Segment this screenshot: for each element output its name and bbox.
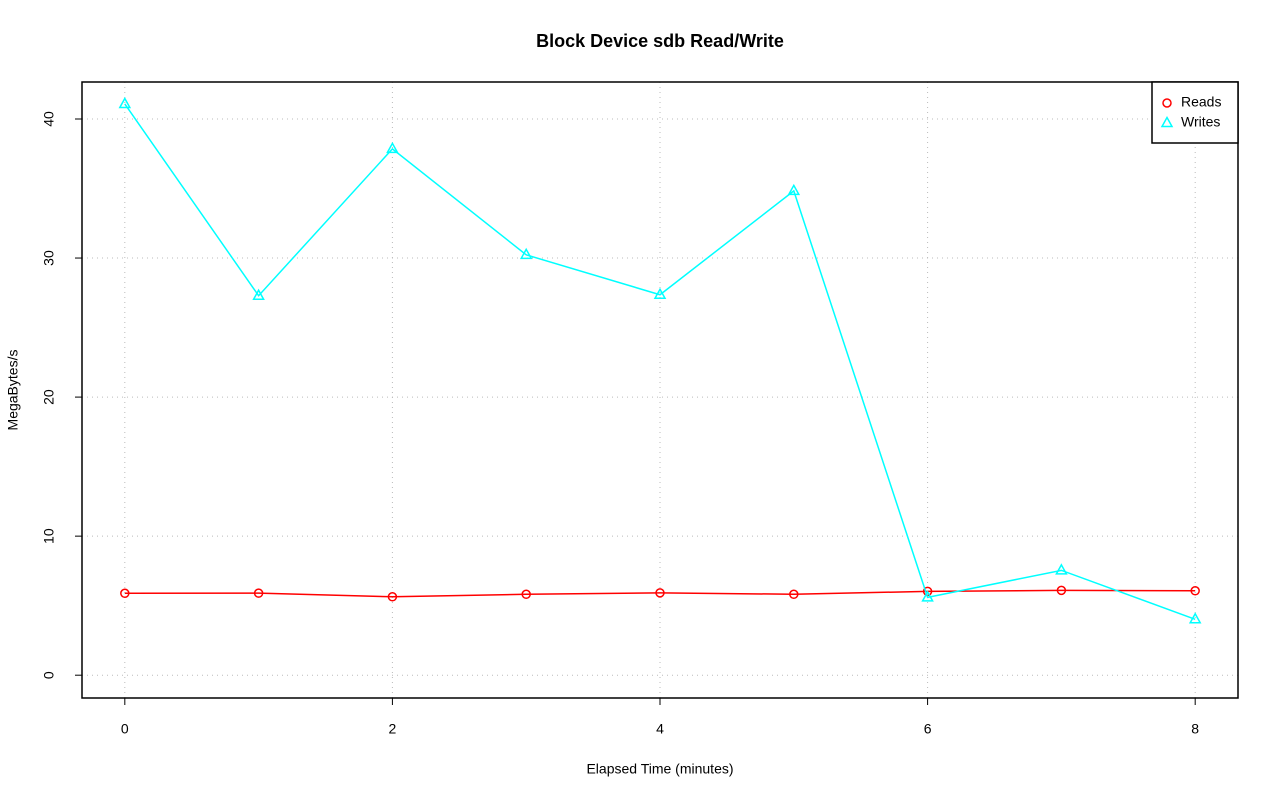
x-tick-label: 4 [656, 721, 664, 737]
x-tick-label: 0 [121, 721, 129, 737]
x-axis-label: Elapsed Time (minutes) [586, 761, 733, 777]
chart-title: Block Device sdb Read/Write [536, 31, 784, 51]
legend-label: Writes [1181, 114, 1220, 130]
y-tick-label: 10 [41, 528, 57, 544]
legend-marker [1160, 115, 1174, 128]
series-line [124, 589, 1196, 598]
data-point [120, 588, 130, 599]
data-point [655, 588, 665, 598]
data-point [921, 590, 934, 602]
legend-marker [1162, 98, 1172, 108]
y-tick-label: 20 [41, 389, 57, 405]
data-point [521, 589, 531, 600]
legend-box [1151, 81, 1239, 144]
data-point [1055, 563, 1068, 575]
x-tick-label: 8 [1191, 721, 1199, 737]
y-tick-label: 40 [41, 111, 57, 127]
data-point [386, 141, 399, 154]
legend-label: Reads [1181, 94, 1221, 110]
y-tick-label: 0 [41, 671, 57, 679]
data-point [1188, 612, 1202, 624]
data-point [789, 589, 799, 600]
x-tick-label: 2 [389, 721, 397, 737]
data-point [118, 96, 132, 109]
data-point [1190, 586, 1200, 596]
data-point [787, 183, 801, 196]
y-tick-label: 30 [41, 250, 57, 266]
series-line [124, 103, 1196, 621]
data-point [252, 288, 265, 300]
data-point [653, 287, 667, 299]
data-point [519, 247, 533, 260]
x-tick-label: 6 [924, 721, 932, 737]
data-point [1056, 585, 1067, 596]
plot-frame [81, 81, 1239, 699]
y-axis-label: MegaBytes/s [5, 350, 21, 431]
data-point [253, 588, 264, 598]
data-point [387, 592, 398, 602]
